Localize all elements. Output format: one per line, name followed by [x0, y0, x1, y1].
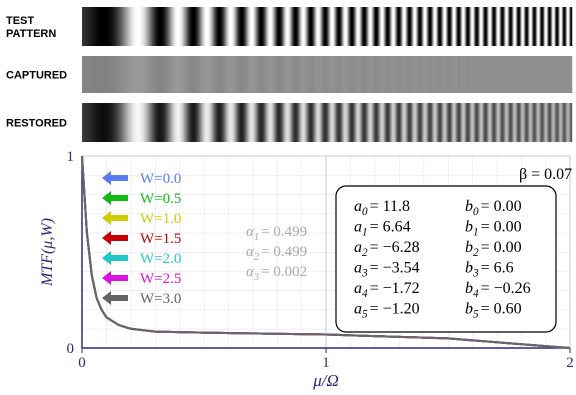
value: = −1.72 [370, 280, 420, 297]
index: 4 [362, 288, 368, 300]
value: = 6.64 [370, 219, 411, 236]
index: 1 [473, 227, 479, 239]
value: = −0.26 [481, 280, 531, 297]
index: 1 [362, 227, 368, 239]
symbol: a [354, 301, 362, 318]
index: 1 [254, 232, 259, 243]
symbol: a [354, 219, 362, 236]
x-tick-label: 2 [566, 355, 574, 371]
x-axis-label: μ/Ω [312, 371, 339, 390]
strip-column [571, 56, 572, 93]
legend-label: W=0.0 [140, 171, 181, 187]
figure: TESTPATTERNCAPTUREDRESTORED01201μ/ΩMTF(μ… [0, 0, 576, 395]
value: = 0.00 [481, 219, 522, 236]
symbol: a [354, 280, 362, 297]
y-tick-label: 0 [67, 341, 75, 357]
value: = 0.002 [261, 264, 307, 280]
value: = 0.499 [261, 224, 307, 240]
index: 4 [473, 288, 479, 300]
legend-label: W=3.0 [140, 291, 181, 307]
symbol: b [465, 301, 473, 318]
strip [82, 7, 572, 46]
symbol: a [354, 239, 362, 256]
x-tick-label: 1 [322, 355, 330, 371]
legend-label: W=2.0 [140, 251, 181, 267]
index: 2 [254, 252, 260, 263]
beta: β = 0.07 [519, 166, 572, 183]
legend-label: W=1.5 [140, 231, 181, 247]
strip-label: TEST [6, 15, 34, 27]
index: 5 [362, 309, 368, 321]
strip [82, 103, 572, 142]
index: 3 [253, 272, 259, 283]
symbol: b [465, 198, 473, 215]
strip-label: CAPTURED [6, 70, 67, 82]
index: 3 [472, 268, 479, 280]
value: = −1.20 [370, 301, 420, 318]
symbol: b [465, 260, 473, 277]
value: = 6.6 [481, 260, 514, 277]
value: = 0.499 [261, 244, 307, 260]
symbol: a [354, 260, 362, 277]
strip-label: PATTERN [6, 28, 56, 40]
strip-label: RESTORED [6, 118, 67, 130]
index: 2 [473, 247, 479, 259]
strip-column [571, 7, 572, 46]
index: 0 [473, 206, 479, 218]
y-tick-label: 1 [67, 149, 75, 165]
strip [82, 56, 572, 93]
value: = −3.54 [370, 260, 420, 277]
index: 0 [362, 206, 368, 218]
legend-label: W=0.5 [140, 191, 181, 207]
legend-label: W=1.0 [140, 211, 181, 227]
y-axis-label: MTF(μ,W) [39, 218, 56, 287]
index: 3 [361, 268, 368, 280]
value: = 0.00 [481, 198, 522, 215]
index: 2 [362, 247, 368, 259]
value: = −6.28 [370, 239, 420, 256]
strip-column [571, 103, 572, 142]
value: = 0.60 [481, 301, 522, 318]
symbol: b [465, 219, 473, 236]
symbol: b [465, 280, 473, 297]
index: 5 [473, 309, 479, 321]
value: = 0.00 [481, 239, 522, 256]
x-tick-label: 0 [78, 355, 86, 371]
value: = 11.8 [370, 198, 410, 215]
symbol: a [354, 198, 362, 215]
symbol: b [465, 239, 473, 256]
legend-label: W=2.5 [140, 271, 181, 287]
